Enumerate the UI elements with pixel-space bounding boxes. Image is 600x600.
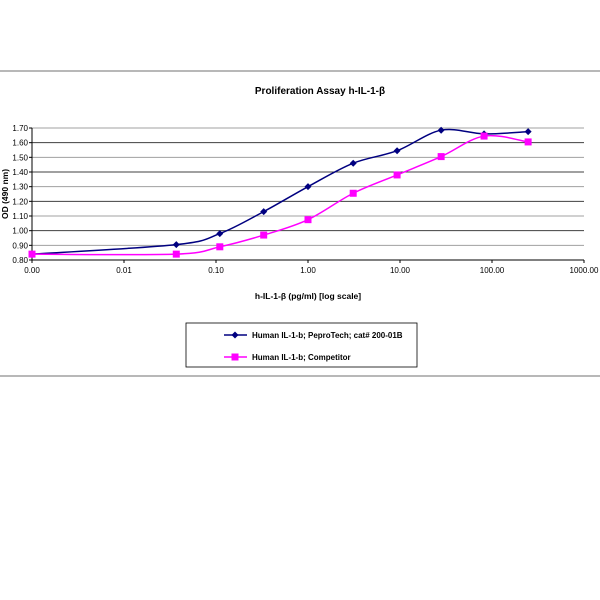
x-tick-label: 100.00 <box>480 266 505 275</box>
x-tick-label: 10.00 <box>390 266 411 275</box>
x-tick-label: 1000.00 <box>570 266 599 275</box>
y-axis-label: OD (490 nm) <box>0 169 10 219</box>
data-point <box>216 230 224 238</box>
series-2 <box>28 132 532 258</box>
data-point <box>349 189 357 197</box>
data-point <box>304 183 312 191</box>
legend-item: Human IL-1-b; Competitor <box>224 353 351 362</box>
x-tick-label: 1.00 <box>300 266 316 275</box>
legend-item: Human IL-1-b; PeproTech; cat# 200-01B <box>224 331 403 340</box>
data-point <box>260 231 268 239</box>
data-point <box>437 126 445 134</box>
data-point <box>28 250 36 258</box>
series-line <box>31 128 529 255</box>
chart-title: Proliferation Assay h-IL-1-β <box>255 86 385 97</box>
y-tick-label: 1.70 <box>12 124 28 133</box>
x-tick-label: 0.10 <box>208 266 224 275</box>
series-1 <box>28 126 532 258</box>
y-tick-label: 1.60 <box>12 139 28 148</box>
y-tick-label: 1.00 <box>12 227 28 236</box>
y-tick-label: 1.30 <box>12 183 28 192</box>
bottom-divider <box>0 375 600 377</box>
data-point <box>349 159 357 167</box>
legend-marker <box>231 331 239 339</box>
x-axis-label: h-IL-1-β (pg/ml) [log scale] <box>255 291 361 301</box>
data-point <box>172 250 180 258</box>
data-point <box>437 153 445 161</box>
x-tick-label: 0.01 <box>116 266 132 275</box>
top-divider <box>0 70 600 72</box>
data-point <box>172 241 180 249</box>
data-point <box>216 243 224 251</box>
legend-label: Human IL-1-b; PeproTech; cat# 200-01B <box>252 331 403 340</box>
y-tick-label: 1.20 <box>12 197 28 206</box>
x-tick-label: 0.00 <box>24 266 40 275</box>
y-tick-label: 1.50 <box>12 153 28 162</box>
data-point <box>393 171 401 179</box>
y-tick-label: 0.80 <box>12 256 28 265</box>
data-point <box>304 216 312 224</box>
legend-box <box>185 322 418 368</box>
y-tick-label: 1.40 <box>12 168 28 177</box>
data-point <box>524 128 532 136</box>
data-point <box>524 138 532 146</box>
data-point <box>260 208 268 216</box>
data-point <box>393 147 401 155</box>
legend-marker <box>231 353 239 361</box>
legend-label: Human IL-1-b; Competitor <box>252 353 351 362</box>
series-line <box>31 134 529 256</box>
data-point <box>480 132 488 140</box>
y-tick-label: 1.10 <box>12 212 28 221</box>
y-tick-label: 0.90 <box>12 241 28 250</box>
